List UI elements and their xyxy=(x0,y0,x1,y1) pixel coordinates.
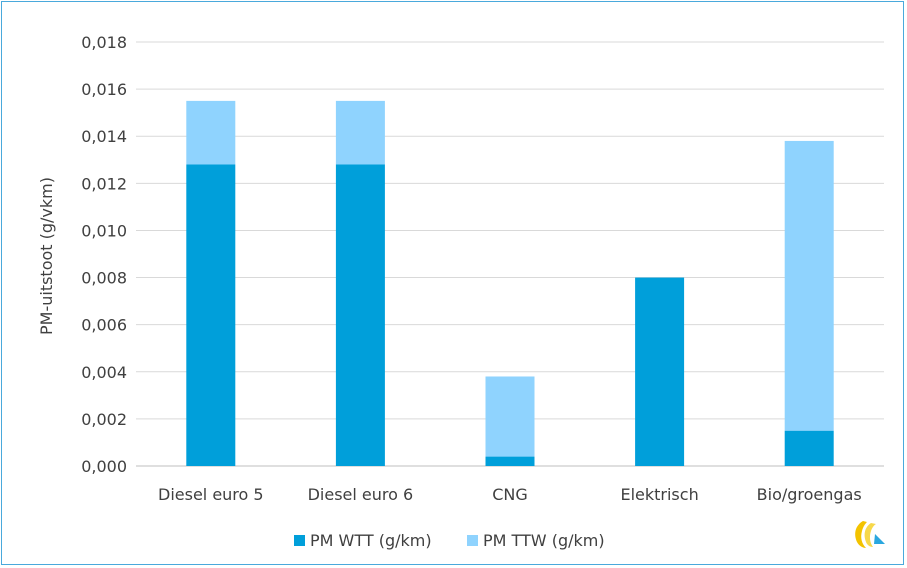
bar-pm-ttw-2 xyxy=(485,376,535,457)
bar-pm-ttw-1 xyxy=(335,100,385,165)
bars xyxy=(186,100,834,466)
legend-swatch xyxy=(294,535,305,546)
y-tick-label: 0,008 xyxy=(81,269,127,288)
legend: PM WTT (g/km) PM TTW (g/km) xyxy=(294,531,605,550)
bar-pm-wtt-4 xyxy=(784,430,834,466)
x-tick-label: Diesel euro 6 xyxy=(308,485,414,504)
y-tick-label: 0,000 xyxy=(81,457,127,476)
bar-pm-ttw-0 xyxy=(186,100,236,165)
x-tick-labels: Diesel euro 5 Diesel euro 6 CNG Elektrisch B… xyxy=(158,485,862,504)
y-tick-label: 0,002 xyxy=(81,410,127,429)
gridlines xyxy=(136,41,884,467)
ce-delft-logo-icon xyxy=(855,521,885,548)
y-tick-label: 0,018 xyxy=(81,33,127,52)
y-tick-labels: 0,000 0,002 0,004 0,006 0,008 0,010 0,012 0,014… xyxy=(81,33,127,476)
bar-pm-wtt-2 xyxy=(485,456,535,466)
y-tick-label: 0,004 xyxy=(81,363,127,382)
x-tick-label: Diesel euro 5 xyxy=(158,485,264,504)
legend-label: PM WTT (g/km) xyxy=(310,531,432,550)
y-axis-title: PM-uitstoot (g/vkm) xyxy=(37,177,56,335)
y-tick-label: 0,016 xyxy=(81,80,127,99)
x-tick-label: Elektrisch xyxy=(620,485,698,504)
y-tick-label: 0,012 xyxy=(81,174,127,193)
y-tick-label: 0,010 xyxy=(81,221,127,240)
bar-pm-ttw-4 xyxy=(784,140,834,431)
x-tick-label: CNG xyxy=(492,485,528,504)
legend-swatch xyxy=(467,535,478,546)
bar-pm-wtt-1 xyxy=(335,164,385,466)
y-tick-label: 0,006 xyxy=(81,316,127,335)
x-tick-label: Bio/groengas xyxy=(757,485,862,504)
bar-pm-wtt-3 xyxy=(635,277,685,466)
y-tick-label: 0,014 xyxy=(81,127,127,146)
legend-label: PM TTW (g/km) xyxy=(483,531,605,550)
bar-pm-wtt-0 xyxy=(186,164,236,466)
